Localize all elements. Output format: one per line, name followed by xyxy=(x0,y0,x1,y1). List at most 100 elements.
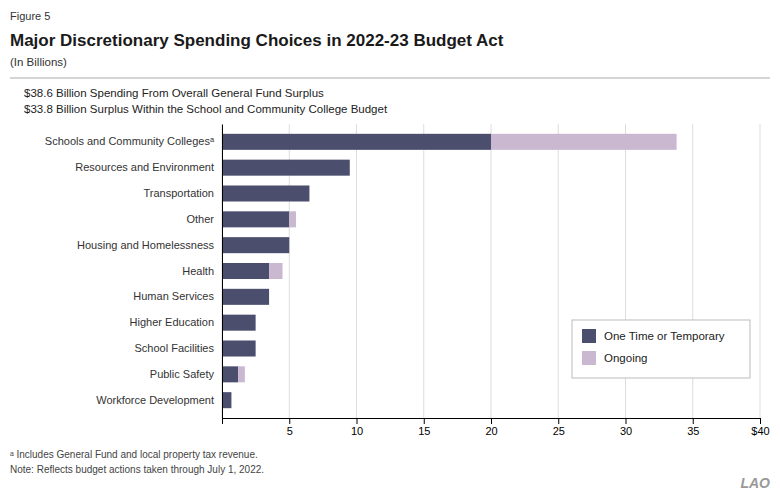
tick: 30 xyxy=(620,418,632,437)
tick xyxy=(222,418,223,424)
plot: 5 10 15 20 25 30 35 $40 Schools and Community Co… xyxy=(45,124,770,437)
y-axis: Schools and Community Collegesᵃ Resources… xyxy=(45,125,223,419)
watermark: LAO xyxy=(740,475,770,491)
tick-mark xyxy=(760,418,761,424)
legend-label: Ongoing xyxy=(604,352,647,364)
bar xyxy=(222,134,491,150)
footnote: Note: Reflects budget actions taken thro… xyxy=(10,464,264,475)
legend-swatch xyxy=(582,329,596,343)
tick-mark xyxy=(693,418,694,424)
bar xyxy=(222,315,256,331)
grid-line xyxy=(760,124,761,418)
grid-line xyxy=(491,124,492,418)
tick: Human Services xyxy=(133,290,222,302)
tick: Public Safety xyxy=(150,368,222,380)
tick-mark xyxy=(491,418,492,424)
tick: Schools and Community Collegesᵃ xyxy=(45,135,222,147)
bar xyxy=(222,289,269,305)
chart: Major Discretionary Spending Choices in … xyxy=(0,0,780,496)
tick: School Facilities xyxy=(135,342,222,354)
bar xyxy=(269,289,270,305)
axis-line xyxy=(223,419,761,425)
bar xyxy=(222,263,269,279)
tick: 35 xyxy=(687,418,699,437)
tick: 20 xyxy=(485,418,497,437)
tick: Transportation xyxy=(143,187,222,199)
bar xyxy=(491,134,677,150)
figure-label: Figure 5 xyxy=(10,10,50,22)
tick: Health xyxy=(182,265,222,277)
bar xyxy=(269,263,282,279)
axis-line xyxy=(222,125,223,419)
tick-label: 10 xyxy=(351,425,363,437)
series xyxy=(222,134,491,408)
tick-label: $40 xyxy=(751,425,769,437)
bar xyxy=(309,185,310,201)
tick-mark xyxy=(424,418,425,424)
tick-mark xyxy=(558,418,559,424)
tick-label: School Facilities xyxy=(135,342,215,354)
tick-label: 20 xyxy=(485,425,497,437)
grid-line xyxy=(423,124,424,418)
tick: $40 xyxy=(751,418,769,437)
tick: Workforce Development xyxy=(96,394,222,406)
bar xyxy=(222,160,350,176)
bar xyxy=(255,315,256,331)
annotation: $33.8 Billion Surplus Within the School … xyxy=(24,103,388,115)
tick-label: 30 xyxy=(620,425,632,437)
bar xyxy=(222,185,309,201)
tick-label: Workforce Development xyxy=(96,394,214,406)
tick-label: 35 xyxy=(687,425,699,437)
tick-label: Schools and Community Collegesᵃ xyxy=(45,135,215,147)
tick-label: Other xyxy=(186,213,214,225)
tick-mark xyxy=(357,418,358,424)
tick: 15 xyxy=(418,418,430,437)
tick: Resources and Environment xyxy=(75,161,222,173)
tick-label: Higher Education xyxy=(130,316,214,328)
tick-label: Public Safety xyxy=(150,368,215,380)
bar xyxy=(222,392,231,408)
tick-label: Human Services xyxy=(133,290,214,302)
bar xyxy=(231,392,232,408)
legend: One Time or Temporary Ongoing xyxy=(572,320,750,378)
tick-mark xyxy=(222,418,223,424)
tick-label: 25 xyxy=(553,425,565,437)
tick-label: 15 xyxy=(418,425,430,437)
bar xyxy=(289,237,290,253)
annotation: $38.6 Billion Spending From Overall Gene… xyxy=(24,87,324,99)
bar xyxy=(238,366,245,382)
grid-line xyxy=(558,124,559,418)
bar xyxy=(255,340,256,356)
grid xyxy=(222,124,760,418)
title: Major Discretionary Spending Choices in … xyxy=(10,31,504,50)
x-axis: 5 10 15 20 25 30 35 $40 xyxy=(223,418,770,437)
separator xyxy=(10,78,770,79)
bar xyxy=(222,211,289,227)
legend-item: Ongoing xyxy=(582,351,647,365)
bar xyxy=(222,237,289,253)
bar xyxy=(222,340,256,356)
tick-label: Transportation xyxy=(143,187,214,199)
grid-line xyxy=(222,124,223,418)
tick-label: Resources and Environment xyxy=(75,161,214,173)
tick-label: 5 xyxy=(287,425,293,437)
tick: Housing and Homelessness xyxy=(77,239,222,251)
legend-item: One Time or Temporary xyxy=(582,329,725,343)
legend-swatch xyxy=(582,351,596,365)
bar xyxy=(222,366,238,382)
tick: Higher Education xyxy=(130,316,222,328)
legend-label: One Time or Temporary xyxy=(604,330,725,342)
grid-line xyxy=(356,124,357,418)
legend-box xyxy=(572,320,750,378)
footnote: ᵃ Includes General Fund and local proper… xyxy=(10,449,258,460)
bar xyxy=(289,211,296,227)
tick-label: Health xyxy=(182,265,214,277)
tick-mark xyxy=(289,418,290,424)
tick: 10 xyxy=(351,418,363,437)
tick: 25 xyxy=(553,418,565,437)
subtitle: (In Billions) xyxy=(10,56,67,68)
tick-mark xyxy=(626,418,627,424)
tick-label: Housing and Homelessness xyxy=(77,239,214,251)
tick: Other xyxy=(186,213,222,225)
bar xyxy=(349,160,350,176)
